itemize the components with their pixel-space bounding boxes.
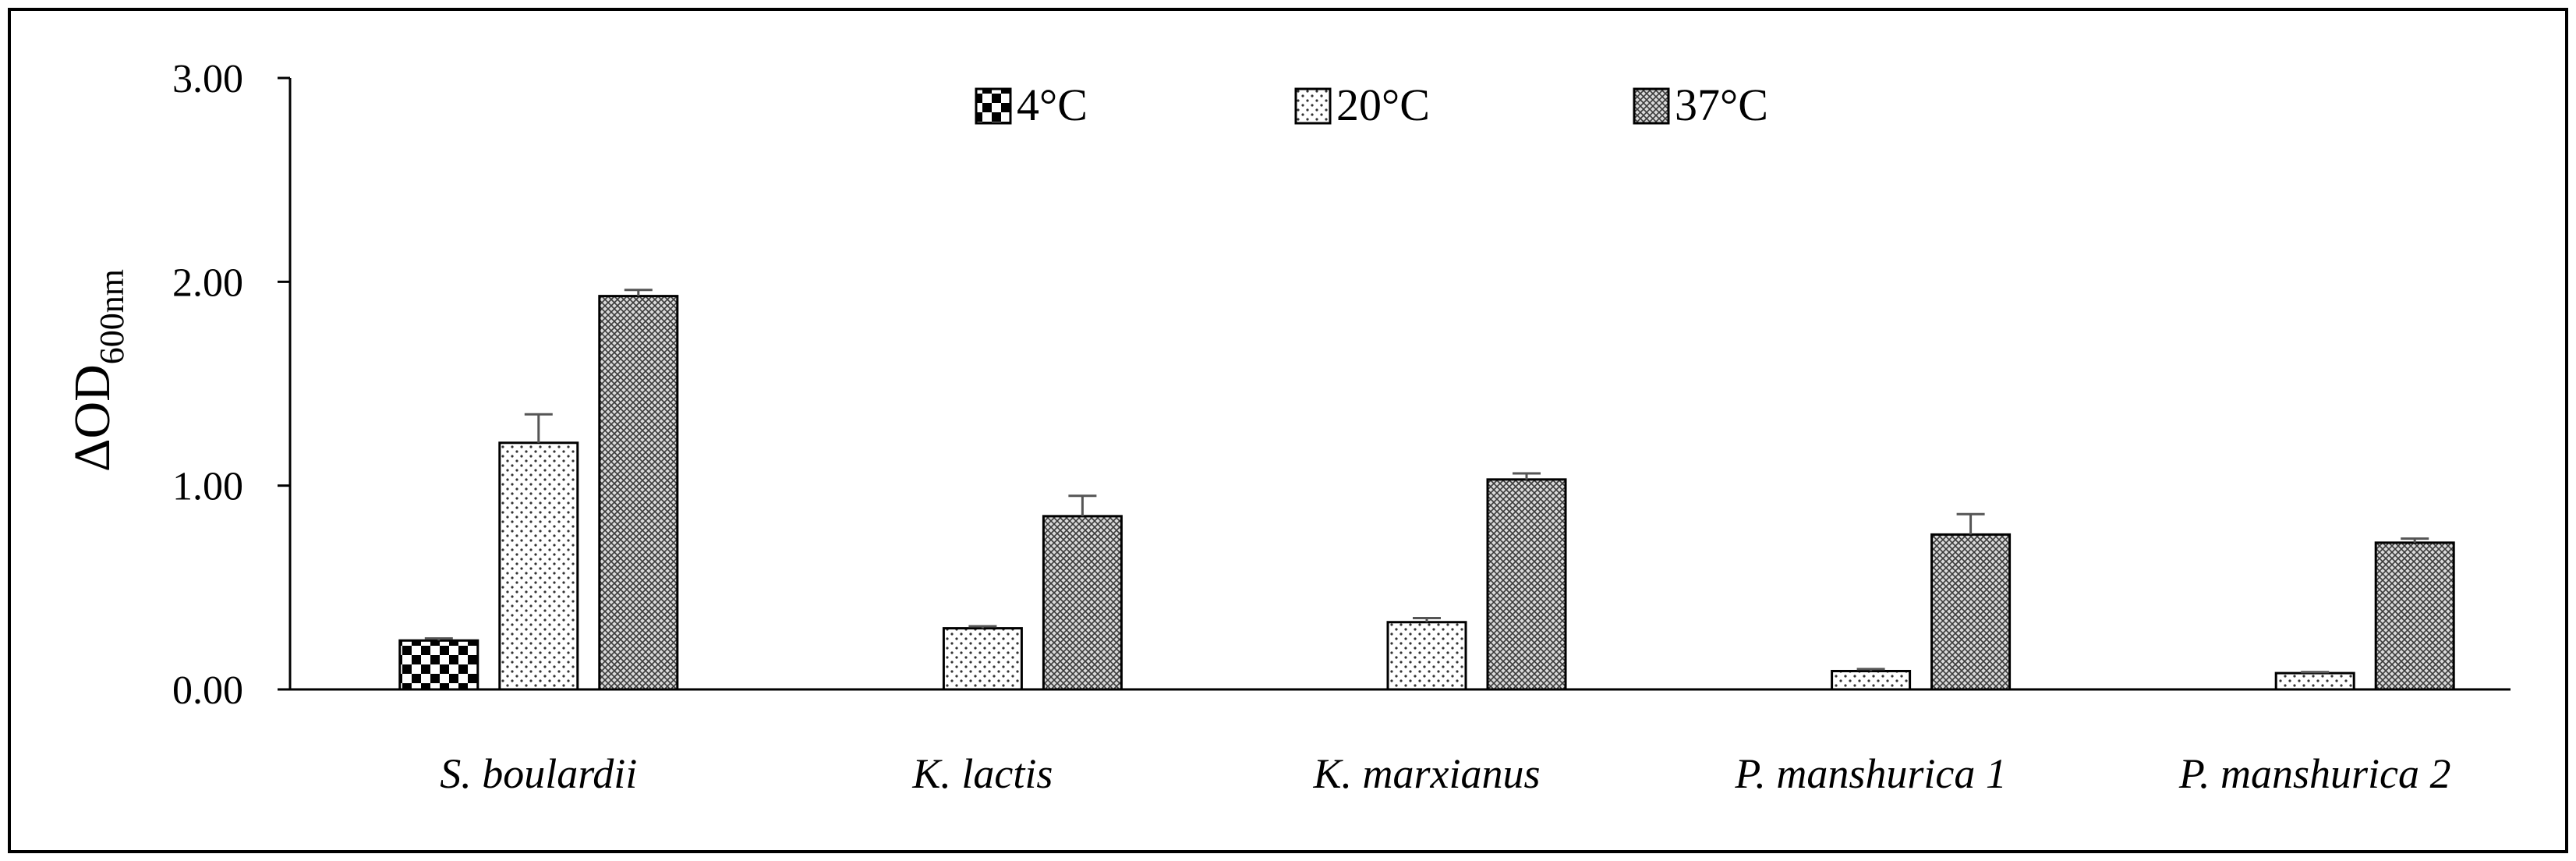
bar xyxy=(2374,541,2455,691)
x-category-label: P. manshurica 1 xyxy=(1734,750,2007,797)
bar xyxy=(1831,669,1912,691)
y-tick-label: 2.00 xyxy=(172,260,243,305)
x-category-label: K. lactis xyxy=(911,750,1053,797)
bar xyxy=(1386,621,1467,691)
legend-label: 20°C xyxy=(1336,80,1430,130)
chart-frame xyxy=(8,8,2568,853)
bar xyxy=(1486,478,1567,691)
y-tick-label: 0.00 xyxy=(172,668,243,713)
legend-label: 4°C xyxy=(1017,80,1088,130)
y-axis-label: ΔOD600nm xyxy=(64,269,131,472)
x-category-label: K. marxianus xyxy=(1312,750,1540,797)
plot-area: 0.00 1.00 2.00 3.00 S. boulardii K. lactis K. … xyxy=(172,57,2511,797)
bar xyxy=(1930,533,2012,691)
bar xyxy=(942,627,1023,691)
y-tick-label: 3.00 xyxy=(172,57,243,101)
bar xyxy=(1042,515,1123,691)
legend-swatch xyxy=(1294,87,1332,125)
x-category-label: P. manshurica 2 xyxy=(2178,750,2451,797)
bar xyxy=(498,441,579,691)
bar xyxy=(2274,671,2355,691)
y-axis-label-main: ΔOD xyxy=(64,364,121,472)
legend-label: 37°C xyxy=(1675,80,1768,130)
y-tick-label: 1.00 xyxy=(172,465,243,509)
legend-swatch xyxy=(1633,87,1670,125)
y-axis-label-subscript: 600nm xyxy=(93,269,131,364)
bar xyxy=(598,295,679,691)
legend-swatch xyxy=(975,87,1012,125)
x-category-label: S. boulardii xyxy=(440,750,637,797)
bar xyxy=(398,639,479,691)
